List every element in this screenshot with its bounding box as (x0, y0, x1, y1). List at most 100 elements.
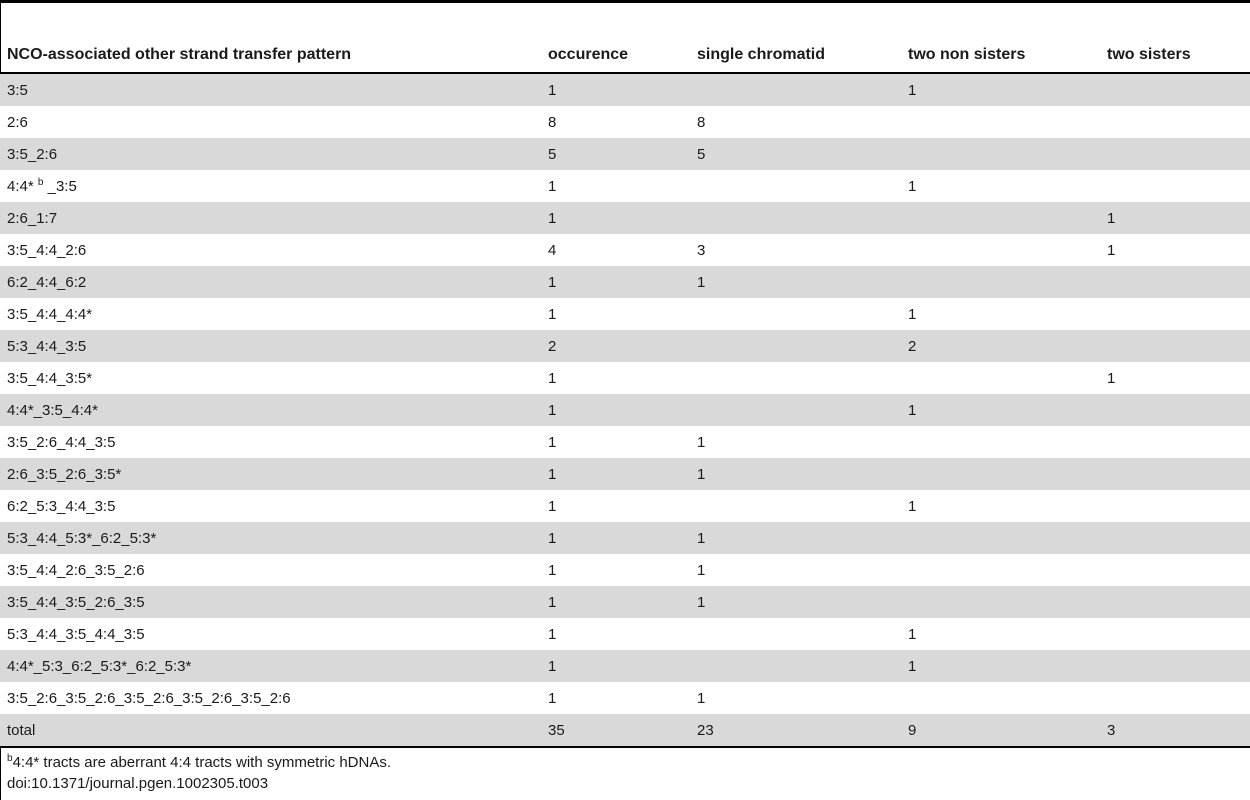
cell-single-chromatid (690, 202, 901, 234)
cell-two-sisters (1100, 650, 1250, 682)
table-row: 6:2_4:4_6:2 1 1 (0, 266, 1250, 298)
cell-pattern: 3:5_4:4_2:6 (0, 234, 541, 266)
doi-line: doi:10.1371/journal.pgen.1002305.t003 (7, 775, 269, 792)
pattern-text: 2:6_3:5_2:6_3:5* (7, 465, 122, 483)
header-two-non-sisters: two non sisters (908, 46, 1026, 63)
total-cell-pattern: total (0, 714, 541, 748)
pattern-text-rest: _3:5 (47, 177, 77, 195)
cell-pattern: 3:5_2:6_4:4_3:5 (0, 426, 541, 458)
table-body: 3:5 1 1 2:6 8 8 3:5_2:6 5 5 4:4* b _3:5 1 1 2:6_1:7 1… (0, 73, 1250, 748)
cell-occurence: 1 (541, 682, 690, 714)
cell-pattern: 6:2_5:3_4:4_3:5 (0, 490, 541, 522)
cell-two-non-sisters (901, 202, 1100, 234)
cell-pattern: 4:4*_3:5_4:4* (0, 394, 541, 426)
cell-two-non-sisters (901, 426, 1100, 458)
pattern-text: 3:5_4:4_2:6 (7, 241, 87, 259)
total-cell-single-chromatid: 23 (690, 714, 901, 748)
cell-two-non-sisters (901, 266, 1100, 298)
cell-occurence: 5 (541, 138, 690, 170)
table-row: 3:5_4:4_4:4* 1 1 (0, 298, 1250, 330)
pattern-text: 3:5_2:6_4:4_3:5 (7, 433, 116, 451)
cell-pattern: 3:5_2:6_3:5_2:6_3:5_2:6_3:5_2:6_3:5_2:6 (0, 682, 541, 714)
table-header-row: NCO-associated other strand transfer pat… (0, 38, 1250, 73)
cell-two-sisters (1100, 394, 1250, 426)
table-row: 3:5_4:4_2:6 4 3 1 (0, 234, 1250, 266)
cell-single-chromatid: 1 (690, 682, 901, 714)
cell-occurence: 1 (541, 170, 690, 202)
cell-two-non-sisters (901, 138, 1100, 170)
table-row: 4:4* b _3:5 1 1 (0, 170, 1250, 202)
cell-pattern: 3:5 (0, 73, 541, 106)
header-single-chromatid: single chromatid (697, 46, 826, 63)
table-row: 2:6 8 8 (0, 106, 1250, 138)
pattern-text: 3:5_2:6_3:5_2:6_3:5_2:6_3:5_2:6_3:5_2:6 (7, 689, 291, 707)
table-footnotes: b4:4* tracts are aberrant 4:4 tracts wit… (7, 752, 391, 794)
footnote-marker: b (7, 753, 13, 764)
cell-occurence: 1 (541, 554, 690, 586)
pattern-text: 3:5_4:4_2:6_3:5_2:6 (7, 561, 145, 579)
cell-pattern: 2:6_1:7 (0, 202, 541, 234)
cell-single-chromatid (690, 490, 901, 522)
footnote-marker: b (37, 176, 44, 188)
cell-single-chromatid: 1 (690, 426, 901, 458)
cell-two-sisters (1100, 426, 1250, 458)
pattern-text: 4:4*_3:5_4:4* (7, 401, 98, 419)
pattern-text: 2:6 (7, 113, 28, 131)
cell-occurence: 1 (541, 426, 690, 458)
pattern-text: 5:3_4:4_3:5_4:4_3:5 (7, 625, 145, 643)
pattern-text: 2:6_1:7 (7, 209, 58, 227)
cell-two-non-sisters (901, 554, 1100, 586)
cell-pattern: 6:2_4:4_6:2 (0, 266, 541, 298)
cell-single-chromatid (690, 650, 901, 682)
total-cell-occurence: 35 (541, 714, 690, 748)
table-top-rule (0, 0, 1250, 3)
cell-two-sisters (1100, 522, 1250, 554)
cell-pattern: 2:6 (0, 106, 541, 138)
cell-occurence: 1 (541, 490, 690, 522)
cell-occurence: 1 (541, 202, 690, 234)
cell-two-sisters (1100, 170, 1250, 202)
table-row: 4:4*_5:3_6:2_5:3*_6:2_5:3* 1 1 (0, 650, 1250, 682)
header-pattern: NCO-associated other strand transfer pat… (7, 46, 352, 63)
cell-single-chromatid (690, 73, 901, 106)
data-table: NCO-associated other strand transfer pat… (0, 38, 1250, 748)
cell-pattern: 5:3_4:4_3:5 (0, 330, 541, 362)
cell-two-sisters: 1 (1100, 202, 1250, 234)
cell-single-chromatid: 1 (690, 554, 901, 586)
cell-two-non-sisters: 1 (901, 650, 1100, 682)
cell-two-non-sisters (901, 458, 1100, 490)
total-cell-two-non-sisters: 9 (901, 714, 1100, 748)
table-row: 5:3_4:4_3:5_4:4_3:5 1 1 (0, 618, 1250, 650)
cell-single-chromatid: 3 (690, 234, 901, 266)
cell-single-chromatid: 5 (690, 138, 901, 170)
cell-two-non-sisters: 1 (901, 298, 1100, 330)
cell-two-sisters (1100, 458, 1250, 490)
total-cell-two-sisters: 3 (1100, 714, 1250, 748)
pattern-text: 6:2_5:3_4:4_3:5 (7, 497, 116, 515)
cell-two-non-sisters: 1 (901, 394, 1100, 426)
table-row: 5:3_4:4_5:3*_6:2_5:3* 1 1 (0, 522, 1250, 554)
cell-pattern: 3:5_4:4_4:4* (0, 298, 541, 330)
cell-pattern: 5:3_4:4_3:5_4:4_3:5 (0, 618, 541, 650)
cell-two-sisters (1100, 266, 1250, 298)
cell-pattern: 5:3_4:4_5:3*_6:2_5:3* (0, 522, 541, 554)
table-row: 3:5_4:4_2:6_3:5_2:6 1 1 (0, 554, 1250, 586)
pattern-text: 4:4*_5:3_6:2_5:3*_6:2_5:3* (7, 657, 192, 675)
header-occurence: occurence (548, 46, 629, 63)
cell-single-chromatid (690, 618, 901, 650)
cell-occurence: 1 (541, 458, 690, 490)
cell-single-chromatid (690, 170, 901, 202)
cell-two-non-sisters (901, 522, 1100, 554)
cell-two-sisters (1100, 298, 1250, 330)
header-two-sisters: two sisters (1107, 46, 1191, 63)
cell-two-non-sisters (901, 106, 1100, 138)
cell-two-non-sisters (901, 234, 1100, 266)
pattern-text: 3:5_4:4_4:4* (7, 305, 93, 323)
pattern-text: 3:5_4:4_3:5* (7, 369, 93, 387)
cell-two-non-sisters (901, 362, 1100, 394)
cell-single-chromatid: 1 (690, 586, 901, 618)
table-total-row: total 35 23 9 3 (0, 714, 1250, 748)
pattern-text: 3:5_4:4_3:5_2:6_3:5 (7, 593, 145, 611)
cell-pattern: 3:5_4:4_3:5* (0, 362, 541, 394)
table-row: 3:5_4:4_3:5_2:6_3:5 1 1 (0, 586, 1250, 618)
